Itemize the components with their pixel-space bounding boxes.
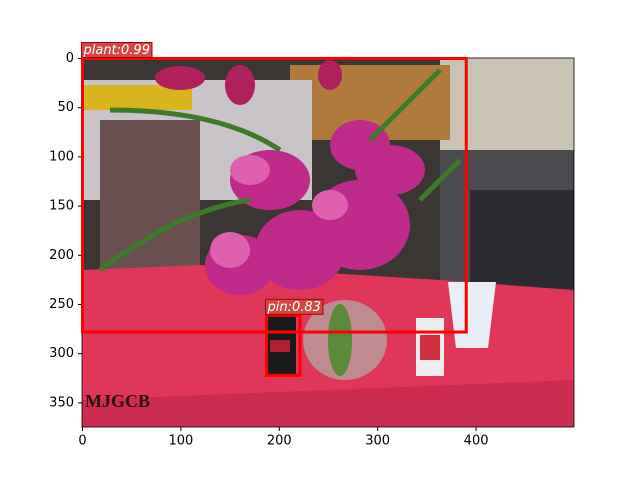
- x-tick-label: 100: [168, 434, 193, 449]
- y-tick-label: 250: [49, 297, 74, 312]
- watermark: MJGCB: [85, 391, 150, 411]
- bounding-box: [265, 313, 302, 377]
- box-label: pin:0.83: [267, 300, 321, 315]
- bounding-box: [80, 56, 468, 334]
- y-tick-label: 350: [49, 395, 74, 410]
- photo: [82, 58, 574, 427]
- y-tick-label: 100: [49, 149, 74, 164]
- y-tick-label: 200: [49, 248, 74, 263]
- box-label-bg: [80, 41, 153, 58]
- y-tick-label: 300: [49, 346, 74, 361]
- y-tick-label: 50: [57, 100, 74, 115]
- box-label: plant:0.99: [82, 43, 150, 58]
- box-label-bg: [265, 298, 324, 315]
- y-tick-label: 150: [49, 199, 74, 214]
- x-tick-label: 300: [365, 434, 390, 449]
- x-tick-label: 0: [78, 434, 86, 449]
- x-tick-label: 400: [464, 434, 489, 449]
- x-tick-label: 200: [267, 434, 292, 449]
- y-tick-label: 0: [66, 51, 74, 66]
